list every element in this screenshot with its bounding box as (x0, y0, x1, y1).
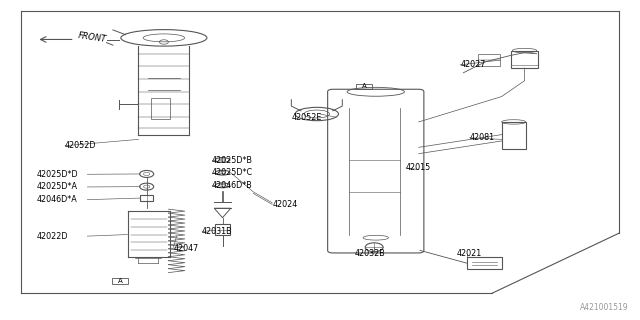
Bar (467, 257, 502, 269)
Text: 42025D*B: 42025D*B (212, 156, 253, 164)
Bar (215, 224, 230, 235)
Text: 42024: 42024 (272, 200, 298, 209)
Text: 42025D*A: 42025D*A (36, 182, 77, 191)
Text: 42022D: 42022D (36, 232, 68, 241)
Bar (478, 54, 500, 67)
Text: 42032B: 42032B (355, 249, 386, 258)
Bar (356, 84, 372, 89)
Text: A: A (362, 84, 366, 89)
Bar (151, 98, 170, 119)
Bar (140, 195, 153, 201)
Text: 42031B: 42031B (202, 227, 233, 236)
Bar (112, 278, 127, 284)
Text: 42046D*A: 42046D*A (36, 195, 77, 204)
Text: 42027: 42027 (460, 60, 486, 69)
Text: 42052E: 42052E (291, 113, 322, 122)
Text: 42047: 42047 (173, 244, 198, 253)
Text: 42025D*C: 42025D*C (212, 168, 253, 177)
Text: A421001519: A421001519 (580, 303, 629, 312)
Bar (511, 51, 538, 68)
Text: 42052D: 42052D (65, 141, 97, 150)
Text: 42015: 42015 (406, 164, 431, 172)
Bar (502, 122, 526, 149)
Text: A: A (118, 278, 122, 284)
Text: FRONT: FRONT (78, 31, 108, 44)
Text: 42021: 42021 (457, 249, 483, 258)
Text: 42046D*B: 42046D*B (212, 181, 252, 190)
Text: 42025D*D: 42025D*D (36, 170, 78, 179)
Text: 42081: 42081 (470, 133, 495, 142)
